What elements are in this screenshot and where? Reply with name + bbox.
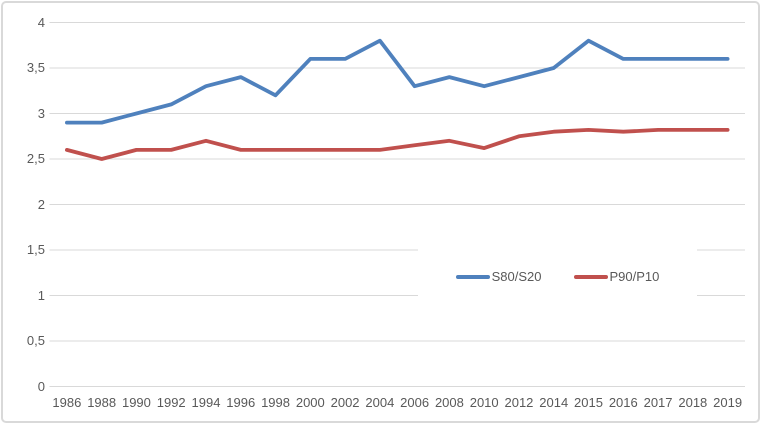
x-tick-label: 2008 xyxy=(434,395,464,410)
x-tick-label: 1988 xyxy=(87,395,117,410)
x-tick-label: 2002 xyxy=(330,395,360,410)
x-tick-label: 1992 xyxy=(156,395,186,410)
chart-frame xyxy=(1,1,760,423)
x-tick-label: 2000 xyxy=(295,395,325,410)
x-tick-label: 2017 xyxy=(643,395,673,410)
legend-item-s80s20: S80/S20 xyxy=(455,269,542,284)
x-tick-label: 1998 xyxy=(261,395,290,410)
legend-label-s80s20: S80/S20 xyxy=(491,269,542,284)
x-tick-label: 1994 xyxy=(191,395,221,410)
y-tick-label: 2,5 xyxy=(26,151,45,166)
y-tick-label: 4 xyxy=(37,14,45,30)
x-tick-label: 2010 xyxy=(469,395,499,410)
legend-item-p90p10: P90/P10 xyxy=(573,269,660,284)
x-tick-label: 2014 xyxy=(539,395,569,410)
series-line-s80s20 xyxy=(65,38,730,125)
legend-swatch-p90p10 xyxy=(573,274,608,279)
x-tick-label: 2016 xyxy=(608,395,638,410)
x-tick-label: 2004 xyxy=(365,395,395,410)
x-tick-label: 2018 xyxy=(678,395,708,410)
y-tick-label: 1 xyxy=(37,287,45,303)
y-tick-label: 0,5 xyxy=(26,333,45,348)
y-tick-label: 1,5 xyxy=(26,242,45,257)
y-tick-label: 2 xyxy=(37,196,45,212)
x-tick-label: 2006 xyxy=(400,395,430,410)
x-tick-label: 1986 xyxy=(52,395,82,410)
x-tick-label: 2019 xyxy=(713,395,743,410)
x-tick-label: 1990 xyxy=(121,395,151,410)
legend: S80/S20 P90/P10 xyxy=(418,246,697,299)
series-line-p90p10 xyxy=(65,127,730,161)
y-tick-label: 3 xyxy=(37,105,45,121)
x-tick-label: 1996 xyxy=(226,395,256,410)
y-tick-label: 3,5 xyxy=(26,60,45,75)
legend-label-p90p10: P90/P10 xyxy=(609,269,660,284)
x-tick-label: 2015 xyxy=(574,395,603,410)
legend-swatch-s80s20 xyxy=(455,274,490,279)
y-tick-label: 0 xyxy=(37,378,45,394)
x-tick-label: 2012 xyxy=(504,395,534,410)
